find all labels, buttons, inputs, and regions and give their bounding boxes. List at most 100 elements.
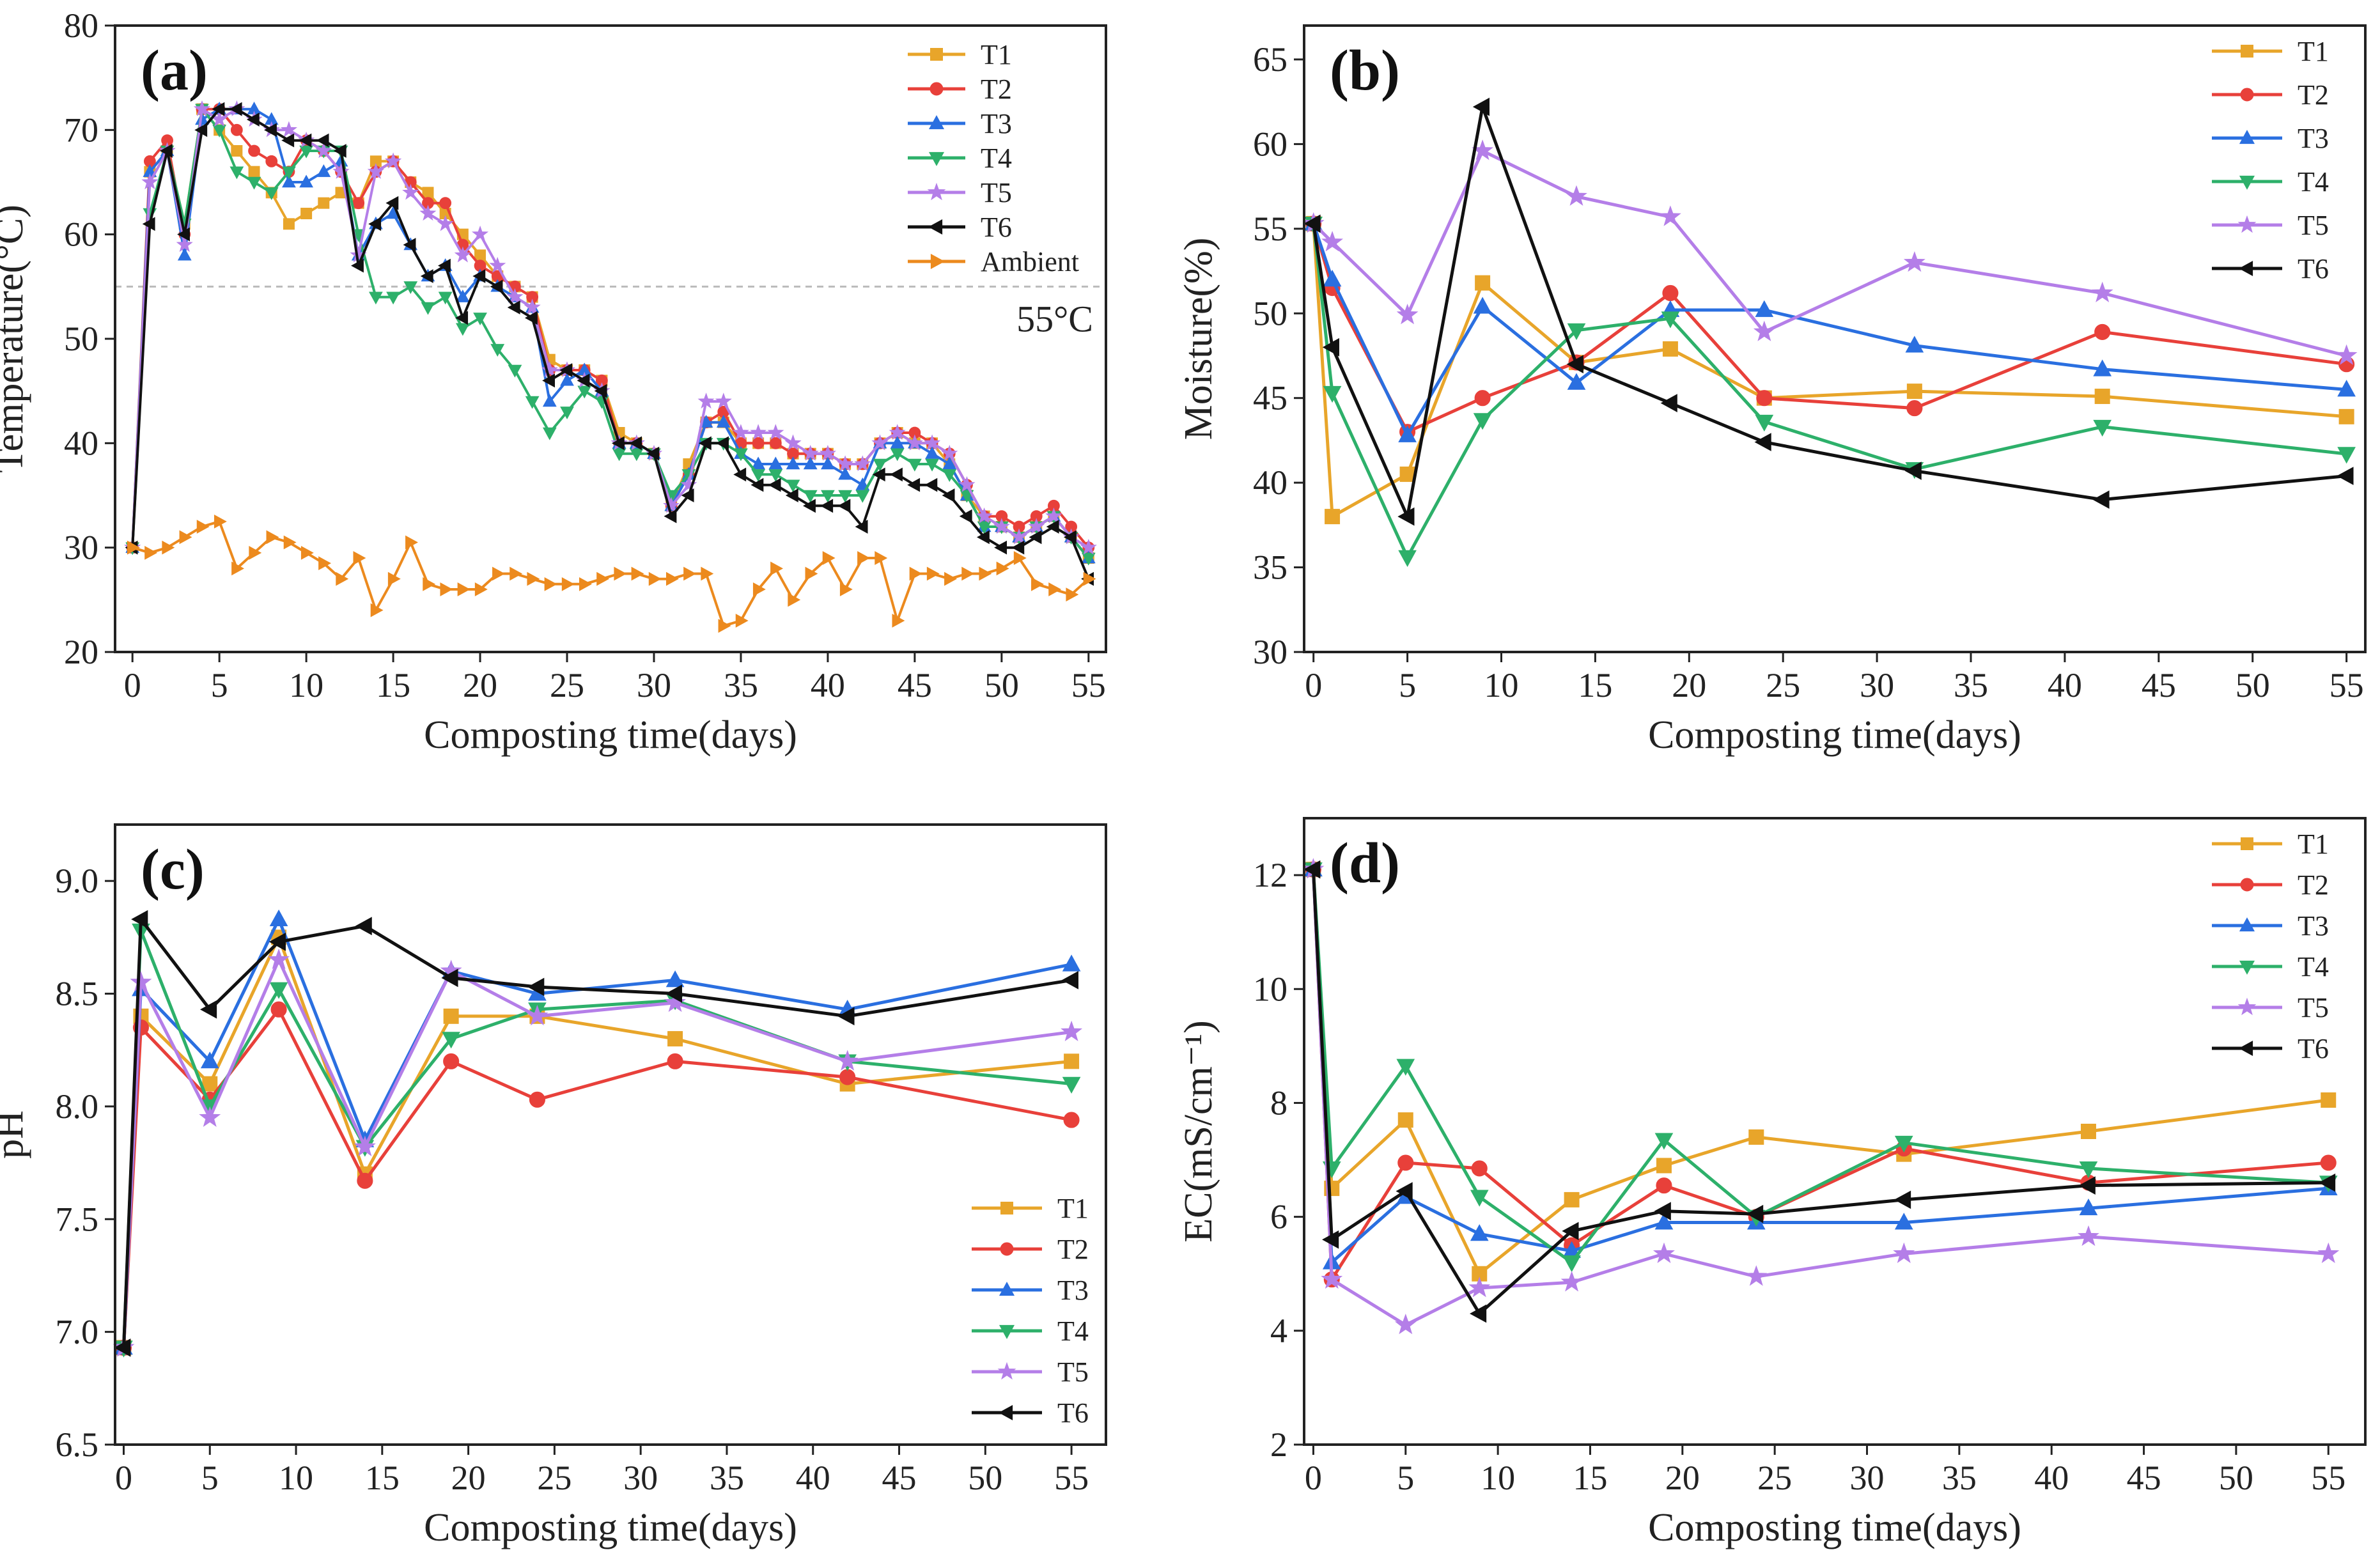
legend: T1 T2 T3 T4 T5 T6 <box>972 1193 1089 1429</box>
data-point-t3 <box>1755 300 1774 317</box>
data-point-t6 <box>855 520 868 534</box>
data-point-t5 <box>506 288 524 304</box>
data-point-t3 <box>269 909 288 927</box>
panel-label: (c) <box>141 838 205 901</box>
data-point-t4 <box>1654 1133 1674 1150</box>
data-point-t6 <box>785 488 798 502</box>
data-point-t5 <box>1893 1242 1915 1264</box>
data-point-t2 <box>529 1091 545 1108</box>
data-point-ambient <box>892 614 905 628</box>
data-point-t1 <box>248 166 260 178</box>
series-line-t4 <box>131 107 1090 559</box>
x-tick-label: 20 <box>451 1459 486 1497</box>
data-point-t6 <box>1303 860 1321 879</box>
data-point-t2 <box>443 1053 460 1069</box>
data-point-t5 <box>141 173 159 190</box>
data-point-ambient <box>788 593 801 607</box>
data-point-t5 <box>471 225 489 242</box>
y-tick-label: 6.5 <box>56 1425 99 1464</box>
y-tick-label: 12 <box>1253 856 1287 894</box>
data-point-t4 <box>1755 414 1774 432</box>
legend-marker-t5 <box>2237 997 2257 1016</box>
data-point-t3 <box>1473 297 1492 314</box>
data-point-t2 <box>752 437 765 449</box>
data-point-t1 <box>2080 1124 2096 1139</box>
series-t1 <box>1305 215 2354 525</box>
legend-label-t6: T6 <box>1057 1397 1089 1429</box>
data-point-t4 <box>455 323 470 336</box>
data-point-ambient <box>509 566 523 581</box>
data-point-t6 <box>437 258 451 273</box>
data-point-t6 <box>131 910 148 929</box>
y-tick-label: 65 <box>1253 40 1287 79</box>
data-point-t5 <box>211 111 228 127</box>
legend-label-t3: T3 <box>2298 123 2329 154</box>
data-point-t4 <box>386 291 400 305</box>
data-point-t4 <box>421 302 435 315</box>
data-point-t6 <box>142 217 155 231</box>
panel-label: (d) <box>1330 832 1400 895</box>
data-point-t3 <box>855 477 870 490</box>
data-point-t3 <box>751 456 766 470</box>
data-point-t4 <box>229 166 244 180</box>
data-point-ambient <box>544 577 557 591</box>
data-point-t5 <box>1321 1268 1343 1289</box>
data-point-t4 <box>442 1032 460 1049</box>
data-point-ambient <box>440 582 453 596</box>
legend-marker-t2 <box>1000 1242 1014 1256</box>
data-point-t2 <box>1063 1112 1080 1128</box>
data-point-t5 <box>489 256 506 273</box>
series-line-t2 <box>1311 869 2329 1282</box>
data-point-t2 <box>667 1053 683 1069</box>
data-point-ambient <box>231 561 245 576</box>
legend-marker-t6 <box>2239 260 2253 277</box>
y-tick-label: 60 <box>64 215 98 254</box>
data-point-t4 <box>960 490 974 503</box>
x-tick-label: 30 <box>637 666 671 704</box>
y-axis-title: EC(mS/cm⁻¹) <box>1177 1020 1220 1243</box>
y-tick-label: 35 <box>1253 548 1287 587</box>
data-point-t5 <box>941 444 958 461</box>
x-tick-label: 40 <box>2034 1459 2069 1497</box>
x-tick-label: 30 <box>1860 666 1894 704</box>
data-point-t6 <box>1562 1222 1579 1241</box>
data-point-ambient <box>961 566 975 581</box>
data-point-t6 <box>1061 971 1078 989</box>
data-point-t3 <box>560 373 574 386</box>
data-point-t6 <box>994 540 1007 555</box>
data-point-t5 <box>802 444 819 461</box>
data-point-ambient <box>423 577 436 591</box>
x-axis-title: Composting time(days) <box>1648 713 2021 757</box>
data-point-t4 <box>369 291 383 305</box>
x-tick-label: 40 <box>796 1459 830 1497</box>
plot-frame <box>114 823 1107 1446</box>
data-point-t2 <box>839 1069 856 1085</box>
data-point-t6 <box>507 300 520 314</box>
data-point-ambient <box>457 582 471 596</box>
data-point-t3 <box>1398 425 1417 442</box>
data-point-t6 <box>907 477 921 492</box>
legend-label-t6: T6 <box>981 212 1012 243</box>
data-point-t4 <box>1567 323 1586 341</box>
x-tick-label: 5 <box>1397 1459 1414 1497</box>
data-point-t6 <box>472 269 486 283</box>
data-point-t6 <box>803 499 816 513</box>
data-point-t6 <box>2078 1176 2096 1195</box>
data-point-t1 <box>1064 1053 1080 1069</box>
x-tick-label: 0 <box>124 666 141 704</box>
data-point-t6 <box>420 269 433 283</box>
data-point-t4 <box>890 448 905 462</box>
data-point-t5 <box>1396 304 1419 325</box>
legend-marker-t6 <box>999 1404 1013 1421</box>
data-point-ambient <box>353 551 366 565</box>
data-point-t3 <box>1654 1213 1674 1230</box>
data-point-ambient <box>300 545 314 560</box>
data-point-t2 <box>1756 390 1773 407</box>
data-point-t5 <box>1394 1314 1417 1335</box>
data-point-t6 <box>114 1338 131 1357</box>
data-point-ambient <box>1066 587 1079 602</box>
series-t6 <box>1303 97 2354 526</box>
data-point-t5 <box>437 215 454 231</box>
data-point-ambient <box>249 545 262 560</box>
